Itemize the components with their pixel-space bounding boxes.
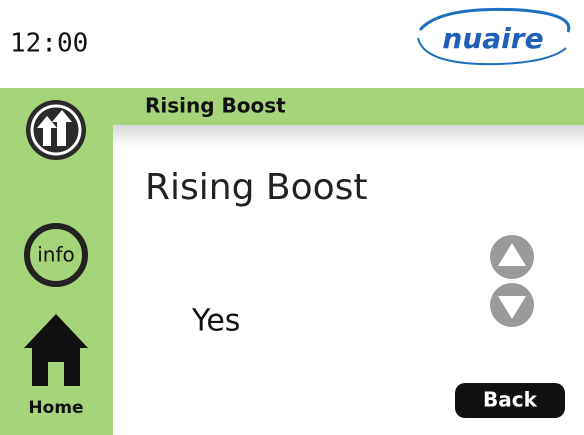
- header-shadow: [113, 125, 584, 147]
- logo: nuaire: [417, 7, 571, 66]
- boost-circle: [26, 100, 86, 160]
- home-label: Home: [28, 398, 83, 418]
- up-button[interactable]: [490, 235, 534, 279]
- boost-arrow: [37, 116, 57, 146]
- back-bg: [455, 383, 565, 418]
- boost-arrow: [52, 110, 72, 146]
- back-button[interactable]: Back: [455, 383, 565, 418]
- logo-swoosh: [418, 7, 571, 33]
- house: [24, 314, 88, 386]
- setting-value: Yes: [191, 304, 240, 339]
- home-icon[interactable]: Home: [24, 314, 88, 418]
- clock: 12:00: [10, 29, 88, 59]
- info-label: info: [37, 243, 75, 267]
- info-icon[interactable]: info: [24, 223, 88, 287]
- content-title: Rising Boost: [145, 167, 368, 208]
- info-circle: [24, 223, 88, 287]
- header-title: Rising Boost: [145, 94, 286, 118]
- boost-icon[interactable]: [26, 100, 86, 160]
- logo-text: nuaire: [442, 22, 543, 55]
- down-button[interactable]: [490, 283, 534, 327]
- logo-swoosh: [417, 37, 567, 66]
- back-label: Back: [483, 388, 538, 412]
- boost-ring: [30, 104, 82, 156]
- header-bar: [113, 88, 584, 125]
- down-arrow: [498, 296, 526, 319]
- up-arrow: [498, 243, 526, 266]
